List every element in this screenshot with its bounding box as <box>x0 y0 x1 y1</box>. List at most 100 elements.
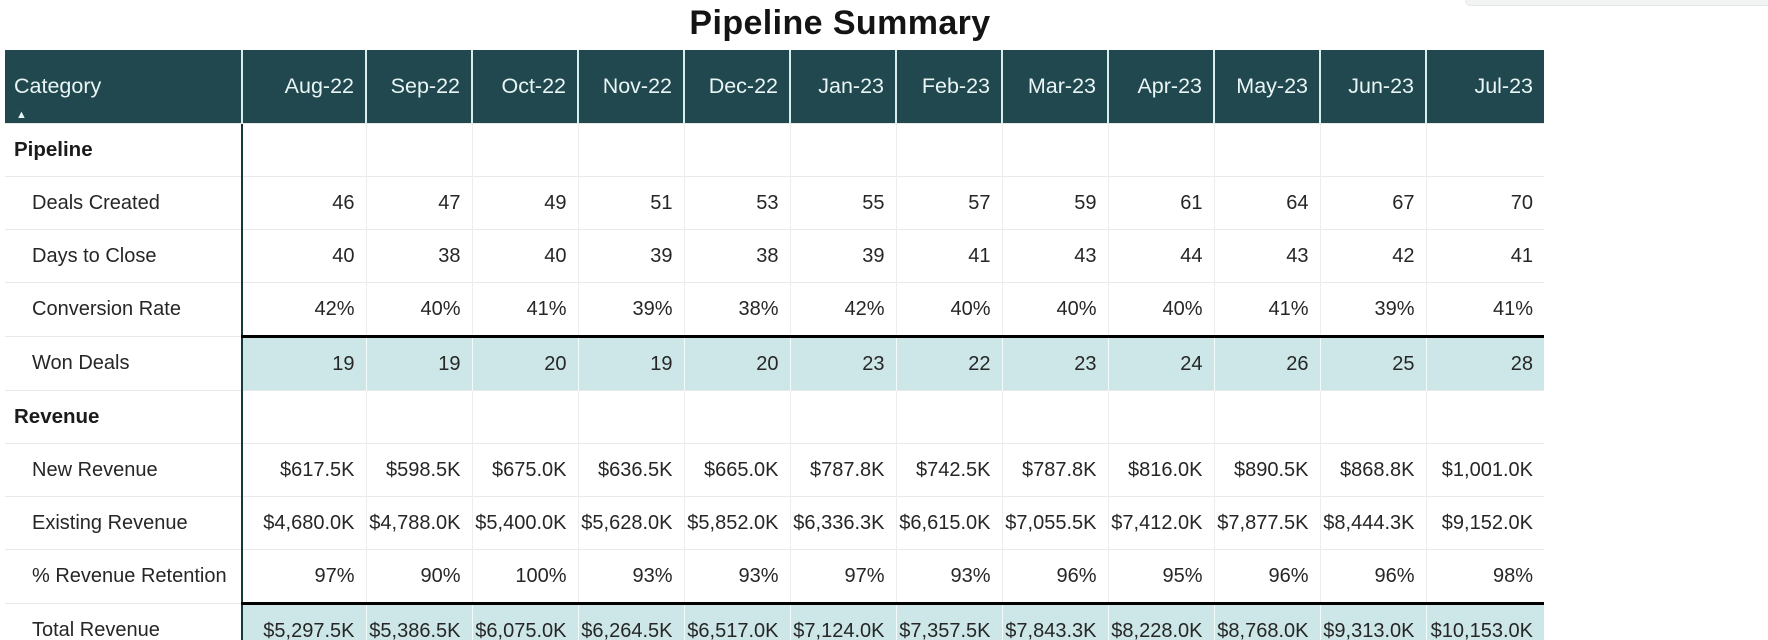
cell: 97% <box>789 549 896 604</box>
cell: 96% <box>1001 549 1108 604</box>
cell: $675.0K <box>471 443 578 497</box>
cell <box>1001 390 1108 444</box>
cell: $816.0K <box>1107 443 1214 497</box>
cell: 61 <box>1107 176 1214 230</box>
cell: 39 <box>577 229 684 283</box>
cell: $8,768.0K <box>1213 602 1320 640</box>
cell: 40 <box>241 229 366 283</box>
cell: 42% <box>789 282 896 337</box>
column-header-apr-23[interactable]: Apr-23 <box>1107 50 1214 124</box>
cell: 19 <box>241 335 366 391</box>
table-row-new-revenue: New Revenue $617.5K $598.5K $675.0K $636.5K $… <box>5 443 1544 497</box>
column-header-mar-23[interactable]: Mar-23 <box>1001 50 1108 124</box>
column-header-dec-22[interactable]: Dec-22 <box>683 50 790 124</box>
cell <box>241 123 366 177</box>
cell: $890.5K <box>1213 443 1320 497</box>
cell: $7,843.3K <box>1001 602 1108 640</box>
column-header-jan-23[interactable]: Jan-23 <box>789 50 896 124</box>
table-row-revenue-retention: % Revenue Retention 97% 90% 100% 93% 93% 97% 93… <box>5 549 1544 604</box>
cell: 38 <box>365 229 472 283</box>
cell: 90% <box>365 549 472 604</box>
cell: $665.0K <box>683 443 790 497</box>
cell: 40% <box>365 282 472 337</box>
cell: 38 <box>683 229 790 283</box>
cell: $6,264.5K <box>577 602 684 640</box>
cell <box>1319 390 1426 444</box>
cell: 49 <box>471 176 578 230</box>
row-label-revenue-retention: % Revenue Retention <box>5 549 242 604</box>
column-header-jun-23[interactable]: Jun-23 <box>1319 50 1426 124</box>
cell: $5,386.5K <box>365 602 472 640</box>
cell: $636.5K <box>577 443 684 497</box>
cell: 24 <box>1107 335 1214 391</box>
cell: 26 <box>1213 335 1320 391</box>
cell <box>471 390 578 444</box>
title-bar: Pipeline Summary <box>0 0 1680 44</box>
cell: $1,001.0K <box>1425 443 1544 497</box>
cell: 41% <box>1213 282 1320 337</box>
section-row-pipeline: Pipeline <box>5 123 1544 177</box>
column-header-sep-22[interactable]: Sep-22 <box>365 50 472 124</box>
visual-container-edge <box>1465 0 1768 6</box>
table-row-deals-created: Deals Created 46 47 49 51 53 55 57 59 61 64 67 70 <box>5 176 1544 230</box>
cell <box>241 390 366 444</box>
page-title: Pipeline Summary <box>689 4 991 42</box>
cell: 22 <box>895 335 1002 391</box>
column-header-nov-22[interactable]: Nov-22 <box>577 50 684 124</box>
cell: 67 <box>1319 176 1426 230</box>
cell <box>683 123 790 177</box>
cell: 100% <box>471 549 578 604</box>
cell: 39 <box>789 229 896 283</box>
cell: 51 <box>577 176 684 230</box>
section-row-revenue: Revenue <box>5 390 1544 444</box>
cell: $4,680.0K <box>241 496 366 550</box>
cell: 39% <box>577 282 684 337</box>
cell <box>789 390 896 444</box>
cell: $6,336.3K <box>789 496 896 550</box>
cell: $7,877.5K <box>1213 496 1320 550</box>
cell: 95% <box>1107 549 1214 604</box>
cell: 57 <box>895 176 1002 230</box>
section-label-revenue: Revenue <box>5 390 242 444</box>
cell: 46 <box>241 176 366 230</box>
cell: 41% <box>1425 282 1544 337</box>
column-header-jul-23[interactable]: Jul-23 <box>1425 50 1544 124</box>
column-header-feb-23[interactable]: Feb-23 <box>895 50 1002 124</box>
cell: $8,228.0K <box>1107 602 1214 640</box>
cell <box>789 123 896 177</box>
cell: $5,297.5K <box>241 602 366 640</box>
cell: $4,788.0K <box>365 496 472 550</box>
cell: $9,313.0K <box>1319 602 1426 640</box>
cell: 19 <box>365 335 472 391</box>
cell: 93% <box>683 549 790 604</box>
column-header-may-23[interactable]: May-23 <box>1213 50 1320 124</box>
cell <box>1425 123 1544 177</box>
cell: $7,357.5K <box>895 602 1002 640</box>
cell: 44 <box>1107 229 1214 283</box>
cell: $5,400.0K <box>471 496 578 550</box>
table-row-total-revenue: Total Revenue $5,297.5K $5,386.5K $6,075.0K… <box>5 602 1544 640</box>
cell: 20 <box>471 335 578 391</box>
cell: 93% <box>577 549 684 604</box>
row-label-conversion-rate: Conversion Rate <box>5 282 242 337</box>
table-row-won-deals: Won Deals 19 19 20 19 20 23 22 23 24 26 25 28 <box>5 335 1544 391</box>
cell: 64 <box>1213 176 1320 230</box>
column-header-category[interactable]: Category ▲ <box>5 50 242 124</box>
row-label-total-revenue: Total Revenue <box>5 603 242 640</box>
column-header-aug-22[interactable]: Aug-22 <box>241 50 366 124</box>
cell: 40 <box>471 229 578 283</box>
column-header-oct-22[interactable]: Oct-22 <box>471 50 578 124</box>
table-row-existing-revenue: Existing Revenue $4,680.0K $4,788.0K $5,400… <box>5 496 1544 550</box>
cell: $5,628.0K <box>577 496 684 550</box>
cell <box>1213 123 1320 177</box>
cell: 23 <box>789 335 896 391</box>
cell: 53 <box>683 176 790 230</box>
cell: $7,055.5K <box>1001 496 1108 550</box>
cell <box>1213 390 1320 444</box>
sort-ascending-icon: ▲ <box>16 109 27 121</box>
cell: 96% <box>1319 549 1426 604</box>
cell: 55 <box>789 176 896 230</box>
cell: $10,153.0K <box>1425 602 1544 640</box>
cell <box>471 123 578 177</box>
